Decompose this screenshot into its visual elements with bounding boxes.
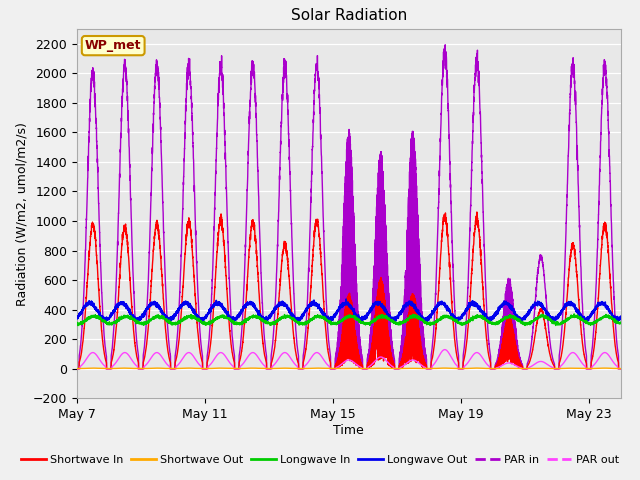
PAR out	[159, 357, 167, 362]
Shortwave Out	[401, 366, 409, 372]
Longwave In	[186, 313, 194, 319]
Longwave In	[461, 321, 469, 327]
Longwave In	[160, 315, 168, 321]
Longwave In	[73, 320, 81, 325]
Shortwave Out	[461, 366, 469, 372]
Shortwave Out	[122, 365, 130, 371]
Shortwave Out	[407, 365, 415, 371]
Longwave In	[74, 323, 82, 328]
PAR in	[73, 366, 81, 372]
Longwave Out	[408, 300, 415, 306]
Shortwave In	[461, 349, 469, 355]
Legend: Shortwave In, Shortwave Out, Longwave In, Longwave Out, PAR in, PAR out: Shortwave In, Shortwave Out, Longwave In…	[17, 451, 623, 469]
Text: WP_met: WP_met	[85, 39, 141, 52]
Shortwave In	[159, 297, 167, 303]
Longwave Out	[186, 302, 194, 308]
PAR in	[617, 366, 625, 372]
Longwave In	[123, 314, 131, 320]
Longwave In	[407, 313, 415, 319]
Line: Longwave Out: Longwave Out	[77, 299, 621, 322]
Shortwave In	[401, 338, 409, 344]
Shortwave In	[473, 209, 481, 215]
PAR out	[441, 347, 449, 352]
Line: PAR out: PAR out	[77, 349, 621, 369]
Longwave In	[617, 321, 625, 326]
PAR in	[122, 73, 130, 79]
Shortwave In	[617, 366, 625, 372]
Longwave Out	[73, 315, 81, 321]
PAR out	[461, 362, 469, 368]
Shortwave In	[407, 296, 415, 302]
PAR out	[186, 350, 194, 356]
Shortwave Out	[73, 366, 81, 372]
Longwave Out	[123, 303, 131, 309]
Longwave Out	[160, 311, 168, 316]
Longwave Out	[102, 319, 110, 325]
PAR in	[159, 226, 167, 232]
PAR out	[73, 366, 81, 372]
Longwave Out	[401, 303, 409, 309]
Y-axis label: Radiation (W/m2, umol/m2/s): Radiation (W/m2, umol/m2/s)	[15, 121, 29, 306]
PAR in	[442, 42, 449, 48]
PAR out	[407, 358, 415, 363]
Longwave Out	[342, 296, 350, 302]
Shortwave Out	[617, 366, 625, 372]
PAR in	[407, 148, 415, 154]
PAR out	[122, 350, 130, 356]
Line: PAR in: PAR in	[77, 45, 621, 369]
Shortwave Out	[186, 365, 194, 371]
PAR out	[617, 366, 625, 372]
Longwave In	[401, 319, 409, 324]
PAR in	[401, 276, 409, 282]
Shortwave In	[186, 224, 194, 230]
Longwave In	[570, 311, 578, 317]
PAR in	[186, 71, 194, 77]
Line: Shortwave In: Shortwave In	[77, 212, 621, 369]
PAR out	[401, 361, 409, 367]
Shortwave Out	[473, 365, 481, 371]
Longwave Out	[462, 308, 470, 313]
Shortwave In	[122, 228, 130, 234]
PAR in	[461, 330, 469, 336]
Title: Solar Radiation: Solar Radiation	[291, 9, 407, 24]
Line: Longwave In: Longwave In	[77, 314, 621, 325]
Shortwave In	[73, 366, 81, 372]
Shortwave Out	[159, 365, 167, 371]
X-axis label: Time: Time	[333, 424, 364, 437]
Longwave Out	[617, 313, 625, 319]
